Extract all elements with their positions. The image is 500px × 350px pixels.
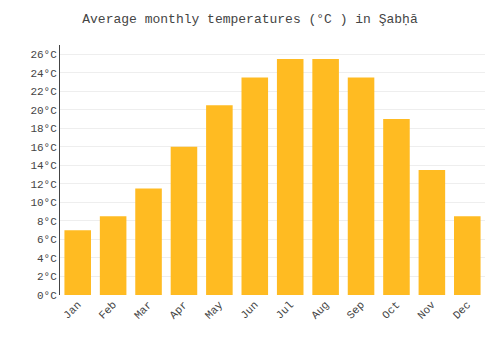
svg-text:16°C: 16°C — [30, 142, 57, 154]
svg-text:18°C: 18°C — [30, 123, 57, 135]
svg-text:Average monthly temperatures (: Average monthly temperatures (°C ) in Şa… — [82, 12, 418, 27]
svg-text:4°C: 4°C — [37, 253, 57, 265]
svg-text:May: May — [203, 299, 226, 322]
svg-text:Jul: Jul — [274, 299, 296, 321]
svg-text:Jun: Jun — [238, 299, 260, 321]
svg-text:22°C: 22°C — [30, 86, 57, 98]
svg-text:Feb: Feb — [97, 299, 119, 321]
svg-text:Nov: Nov — [415, 299, 438, 322]
svg-text:24°C: 24°C — [30, 68, 57, 80]
svg-text:Mar: Mar — [132, 299, 154, 321]
svg-text:Apr: Apr — [167, 299, 189, 321]
svg-text:Jan: Jan — [61, 299, 83, 321]
svg-text:8°C: 8°C — [37, 216, 57, 228]
svg-text:10°C: 10°C — [30, 197, 57, 209]
svg-text:Aug: Aug — [309, 299, 331, 321]
svg-text:Sep: Sep — [345, 299, 367, 321]
svg-text:Oct: Oct — [380, 299, 402, 321]
svg-text:12°C: 12°C — [30, 179, 57, 191]
svg-text:26°C: 26°C — [30, 49, 57, 61]
svg-text:6°C: 6°C — [37, 234, 57, 246]
svg-text:0°C: 0°C — [37, 290, 57, 302]
svg-text:Dec: Dec — [451, 299, 473, 321]
svg-text:14°C: 14°C — [30, 160, 57, 172]
svg-text:20°C: 20°C — [30, 105, 57, 117]
svg-text:2°C: 2°C — [37, 271, 57, 283]
